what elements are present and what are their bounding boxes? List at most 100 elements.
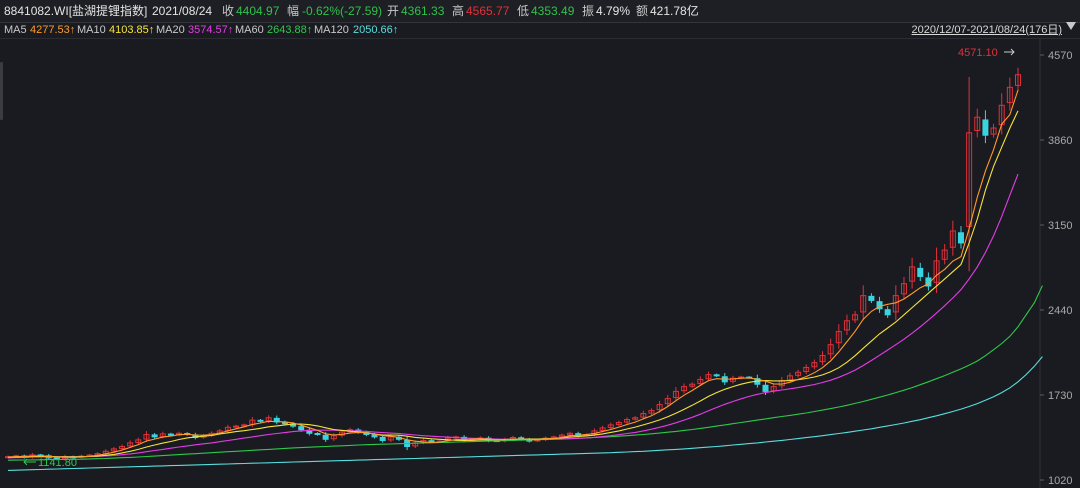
candle-up xyxy=(607,424,614,428)
max-price-label: 4571.10 xyxy=(958,47,998,59)
change-label: 幅 xyxy=(287,4,300,18)
candle-down xyxy=(957,232,964,244)
candle-up xyxy=(909,266,916,282)
candle-up xyxy=(966,132,973,227)
candle-down xyxy=(167,433,174,436)
candle-down xyxy=(151,434,158,438)
candle-up xyxy=(697,378,704,385)
candle-up xyxy=(599,427,606,431)
ma60-value: 2643.88↑ xyxy=(267,24,313,36)
candle-up xyxy=(681,386,688,392)
candle-up xyxy=(233,425,240,428)
candle-up xyxy=(135,439,142,443)
candle-up xyxy=(143,434,150,440)
candle-up xyxy=(843,320,850,331)
symbol-name: 8841082.WI[盐湖提锂指数] xyxy=(4,4,148,18)
candle-down xyxy=(371,434,378,438)
candle-up xyxy=(941,249,948,260)
ma20-label: MA20 xyxy=(156,24,185,36)
candle-up xyxy=(852,314,859,321)
close-value: 4404.97 xyxy=(236,4,280,18)
candle-up xyxy=(387,436,394,441)
candle-down xyxy=(257,419,264,422)
candle-up xyxy=(127,442,134,447)
candle-up xyxy=(656,404,663,411)
candle-up xyxy=(689,383,696,387)
amplitude-label: 振 xyxy=(582,4,595,18)
candle-up xyxy=(648,410,655,414)
candle-up xyxy=(705,374,712,380)
ma10-value: 4103.85↑ xyxy=(109,24,155,36)
candle-up xyxy=(900,283,907,295)
y-tick-label: 3150 xyxy=(1048,220,1072,232)
candle-down xyxy=(298,426,305,431)
ma5-label: MA5 xyxy=(4,24,27,36)
candle-up xyxy=(632,417,639,420)
candle-up xyxy=(119,445,126,450)
ma120-value: 2050.66↑ xyxy=(353,24,399,36)
date-range-link[interactable]: 2020/12/07-2021/08/24(176日) xyxy=(911,24,1062,36)
candle-up xyxy=(640,413,647,418)
candle-up xyxy=(558,434,565,438)
candle-up xyxy=(550,436,557,439)
candle-up xyxy=(567,432,574,436)
candle-up xyxy=(933,260,940,283)
change-value: -0.62%(-27.59) xyxy=(302,4,383,18)
candle-up xyxy=(615,422,622,426)
y-tick-label: 1730 xyxy=(1048,390,1072,402)
candle-up xyxy=(729,377,736,382)
y-tick-label: 1020 xyxy=(1048,475,1072,487)
candle-up xyxy=(624,419,631,423)
candle-up xyxy=(102,450,109,454)
candle-up xyxy=(974,116,981,131)
low-label: 低 xyxy=(517,4,530,18)
candle-up xyxy=(949,230,956,248)
candle-up xyxy=(241,424,248,427)
amount-value: 421.78亿 xyxy=(650,4,699,18)
candle-down xyxy=(322,434,329,440)
candle-down xyxy=(762,384,769,392)
candle-up xyxy=(860,295,867,313)
candle-up xyxy=(819,354,826,363)
candle-up xyxy=(795,371,802,376)
ma5-value: 4277.53↑ xyxy=(30,24,76,36)
candle-down xyxy=(868,295,875,301)
candle-up xyxy=(835,331,842,344)
ma20-value: 3574.57↑ xyxy=(188,24,234,36)
y-tick-label: 4570 xyxy=(1048,50,1072,62)
quote-info-bar: 8841082.WI[盐湖提锂指数] 2021/08/24 收 4404.97 … xyxy=(0,0,1080,23)
candle-down xyxy=(379,436,386,441)
candle-up xyxy=(1015,74,1021,86)
candle-up xyxy=(159,433,166,437)
ma120-line xyxy=(7,356,1043,471)
side-panel-handle[interactable] xyxy=(0,62,3,120)
candle-down xyxy=(925,277,932,287)
y-tick-label: 2440 xyxy=(1048,305,1072,317)
candle-up xyxy=(803,366,810,373)
candle-up xyxy=(1006,86,1013,104)
open-value: 4361.33 xyxy=(401,4,445,18)
ma120-label: MA120 xyxy=(314,24,349,36)
high-label: 高 xyxy=(452,4,465,18)
max-arrow-head xyxy=(1010,48,1015,56)
candle-up xyxy=(786,375,793,381)
min-arrow-head xyxy=(23,458,28,466)
low-value: 4353.49 xyxy=(531,4,575,18)
high-value: 4565.77 xyxy=(466,4,510,18)
candle-down xyxy=(982,119,989,136)
candle-up xyxy=(664,398,671,405)
ma-legend-bar: MA5 4277.53↑ MA10 4103.85↑ MA20 3574.57↑… xyxy=(0,22,1080,39)
min-price-label: 1141.80 xyxy=(38,457,77,469)
candle-up xyxy=(672,390,679,399)
ma5-line xyxy=(7,89,1019,459)
ma60-label: MA60 xyxy=(235,24,264,36)
candle-up xyxy=(330,435,337,440)
dropdown-arrow-icon[interactable] xyxy=(1066,22,1076,30)
amplitude-value: 4.79% xyxy=(596,4,631,18)
candle-up xyxy=(990,127,997,135)
candle-down xyxy=(428,440,435,443)
open-label: 开 xyxy=(387,4,400,18)
close-label: 收 xyxy=(222,4,235,18)
